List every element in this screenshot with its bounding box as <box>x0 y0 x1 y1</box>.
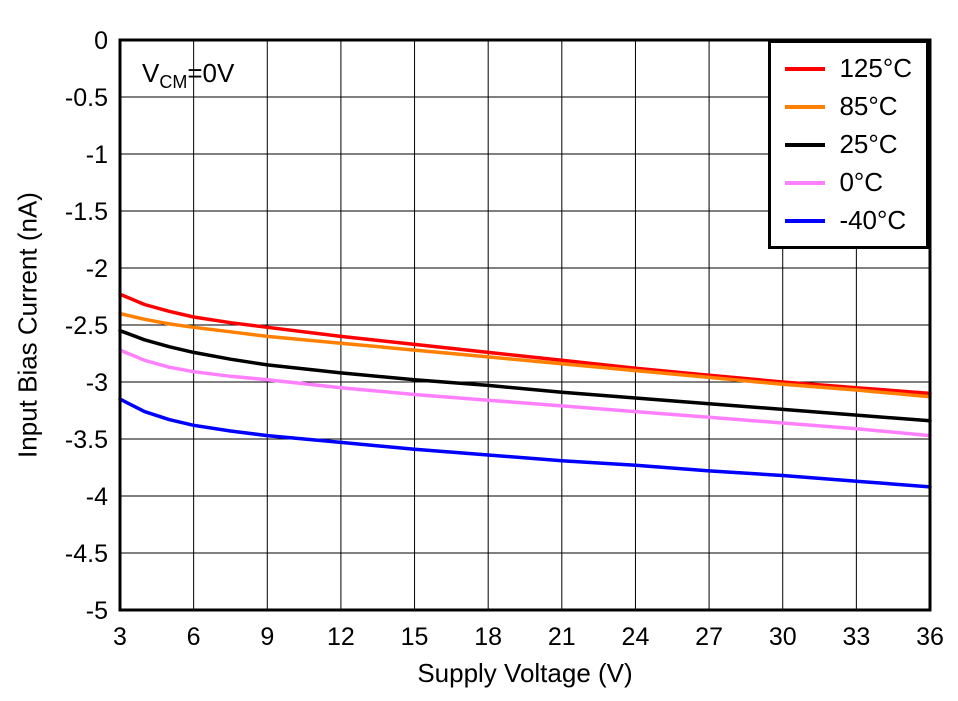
legend-line-swatch <box>785 180 826 185</box>
series-line <box>118 348 932 438</box>
series-line <box>118 311 932 399</box>
legend-label: -40°C <box>839 205 907 235</box>
x-tick-label: 21 <box>548 623 576 651</box>
x-tick-label: 27 <box>695 623 723 651</box>
x-axis-title: Supply Voltage (V) <box>417 658 633 688</box>
y-tick-label: -1 <box>86 141 108 169</box>
legend-label: 0°C <box>839 167 884 197</box>
legend: 125°C 85°C 25°C 0°C -40°C <box>768 40 929 249</box>
legend-line-swatch <box>785 142 826 147</box>
y-tick-label: -5 <box>86 597 108 625</box>
x-tick-label: 15 <box>401 623 429 651</box>
legend-item: 85°C <box>785 91 912 122</box>
y-tick-label: -3.5 <box>65 426 108 454</box>
legend-item: -40°C <box>785 205 912 236</box>
y-axis-title: Input Bias Current (nA) <box>12 192 43 458</box>
legend-line-swatch <box>785 104 826 109</box>
x-tick-label: 24 <box>622 623 650 651</box>
annotation-text: V <box>142 58 160 88</box>
y-tick-label: 0 <box>94 27 108 55</box>
y-tick-label: -2 <box>86 255 108 283</box>
x-tick-label: 3 <box>113 623 127 651</box>
y-tick-label: -2.5 <box>65 312 108 340</box>
y-tick-label: -4 <box>86 483 108 511</box>
legend-item: 125°C <box>785 53 912 84</box>
series-line <box>118 292 932 396</box>
y-tick-label: -0.5 <box>65 84 108 112</box>
legend-item: 0°C <box>785 167 912 198</box>
series-line <box>118 397 932 489</box>
legend-line-swatch <box>785 218 826 223</box>
x-tick-label: 30 <box>769 623 797 651</box>
y-tick-label: -3 <box>86 369 108 397</box>
x-tick-label: 36 <box>916 623 944 651</box>
legend-item: 25°C <box>785 129 912 160</box>
annotation-value: =0V <box>187 58 235 88</box>
legend-label: 85°C <box>839 91 898 121</box>
legend-line-swatch <box>785 66 826 71</box>
y-tick-label: -1.5 <box>65 198 108 226</box>
x-tick-label: 9 <box>260 623 274 651</box>
x-tick-label: 18 <box>474 623 502 651</box>
x-tick-label: 6 <box>187 623 201 651</box>
x-tick-label: 33 <box>842 623 870 651</box>
annotation-subscript: CM <box>159 72 188 93</box>
y-tick-label: -4.5 <box>65 540 108 568</box>
legend-label: 125°C <box>839 53 912 83</box>
x-tick-label: 12 <box>327 623 355 651</box>
series-line <box>118 328 932 423</box>
legend-label: 25°C <box>839 129 898 159</box>
vcm-annotation: VCM=0V <box>142 58 234 93</box>
plot-border <box>118 38 932 612</box>
